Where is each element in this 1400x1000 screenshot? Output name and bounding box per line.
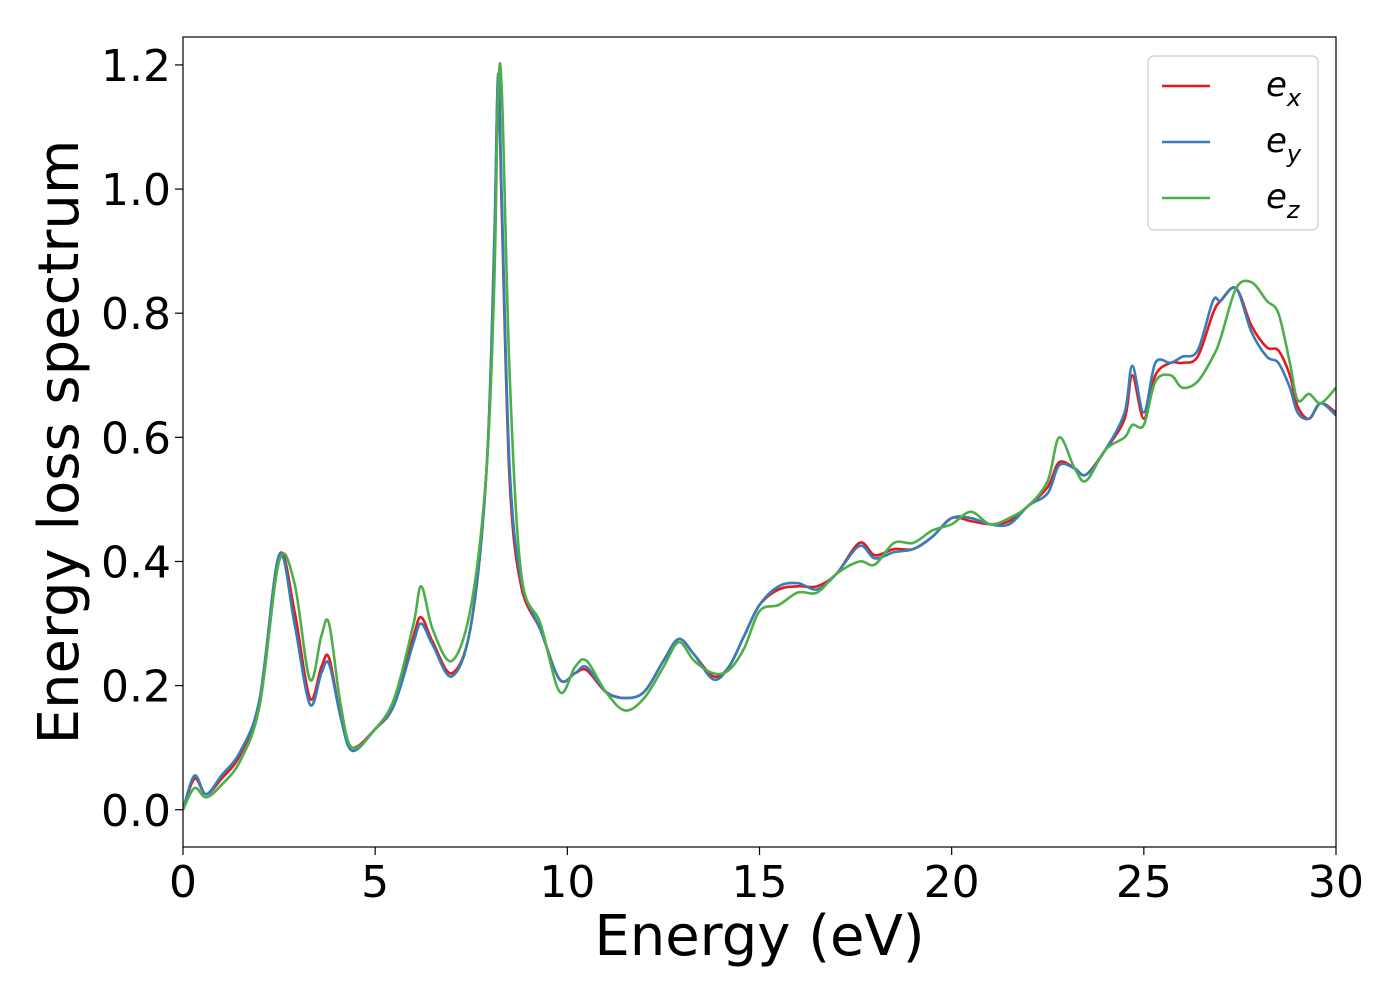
y-tick-label: 1.2: [101, 41, 171, 92]
x-axis-label: Energy (eV): [594, 904, 924, 969]
y-axis-ticks: 0.0 0.2 0.4 0.6 0.8 1.0 1.2: [101, 41, 183, 837]
legend-box: [1147, 55, 1319, 231]
legend-item-ey: ey: [1162, 121, 1302, 168]
y-tick-label: 1.0: [101, 165, 171, 216]
legend-label: ex: [1266, 65, 1302, 112]
legend-label-base: e: [1266, 177, 1287, 217]
y-tick-label: 0.4: [101, 537, 171, 588]
x-tick-label: 20: [924, 857, 980, 908]
x-tick-label: 10: [539, 857, 595, 908]
legend-label-base: e: [1266, 65, 1287, 105]
y-tick-label: 0.6: [101, 413, 171, 464]
x-tick-label: 15: [732, 857, 788, 908]
y-tick-label: 0.2: [101, 662, 171, 713]
legend-label-base: e: [1266, 121, 1287, 161]
series-layer: [183, 62, 1336, 811]
legend-label-subscript: y: [1286, 140, 1302, 168]
x-tick-label: 5: [361, 857, 389, 908]
legend-label: ey: [1266, 121, 1302, 168]
legend-label-subscript: z: [1286, 196, 1301, 224]
x-tick-label: 30: [1308, 857, 1364, 908]
y-tick-label: 0.0: [101, 786, 171, 837]
legend-item-ex: ex: [1162, 65, 1302, 112]
legend-item-ez: ez: [1162, 177, 1301, 224]
series-line-ez: [183, 62, 1336, 811]
y-tick-label: 0.8: [101, 289, 171, 340]
legend-label-subscript: x: [1286, 84, 1302, 112]
x-tick-label: 0: [169, 857, 197, 908]
legend-label: ez: [1266, 177, 1301, 224]
y-axis-label: Energy loss spectrum: [27, 140, 92, 745]
x-axis-ticks: 0 5 10 15 20 25 30: [169, 847, 1364, 908]
x-tick-label: 25: [1116, 857, 1172, 908]
